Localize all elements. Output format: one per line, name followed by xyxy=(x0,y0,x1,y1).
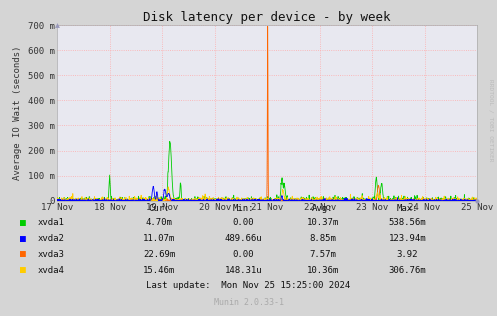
Text: 306.76m: 306.76m xyxy=(389,266,426,275)
Text: 148.31u: 148.31u xyxy=(225,266,262,275)
Text: Munin 2.0.33-1: Munin 2.0.33-1 xyxy=(214,298,283,307)
Y-axis label: Average IO Wait (seconds): Average IO Wait (seconds) xyxy=(13,46,22,180)
Text: 11.07m: 11.07m xyxy=(143,234,175,243)
Text: ■: ■ xyxy=(20,265,26,275)
Text: RRDTOOL / TOBI OETIKER: RRDTOOL / TOBI OETIKER xyxy=(488,79,493,161)
Text: 15.46m: 15.46m xyxy=(143,266,175,275)
Text: ■: ■ xyxy=(20,249,26,259)
Text: ■: ■ xyxy=(20,234,26,244)
Text: ■: ■ xyxy=(20,218,26,228)
Text: 4.70m: 4.70m xyxy=(146,218,172,227)
Text: Max:: Max: xyxy=(397,204,418,213)
Text: 538.56m: 538.56m xyxy=(389,218,426,227)
Text: xvda2: xvda2 xyxy=(37,234,64,243)
Text: 22.69m: 22.69m xyxy=(143,250,175,259)
Text: xvda3: xvda3 xyxy=(37,250,64,259)
Text: xvda4: xvda4 xyxy=(37,266,64,275)
Text: 0.00: 0.00 xyxy=(233,218,254,227)
Text: 3.92: 3.92 xyxy=(397,250,418,259)
Text: 0.00: 0.00 xyxy=(233,250,254,259)
Text: 8.85m: 8.85m xyxy=(310,234,336,243)
Text: 489.66u: 489.66u xyxy=(225,234,262,243)
Text: Min:: Min: xyxy=(233,204,254,213)
Title: Disk latency per device - by week: Disk latency per device - by week xyxy=(144,11,391,24)
Text: 10.37m: 10.37m xyxy=(307,218,339,227)
Text: xvda1: xvda1 xyxy=(37,218,64,227)
Text: 123.94m: 123.94m xyxy=(389,234,426,243)
Text: 7.57m: 7.57m xyxy=(310,250,336,259)
Text: Avg:: Avg: xyxy=(312,204,334,213)
Text: Cur:: Cur: xyxy=(148,204,170,213)
Text: 10.36m: 10.36m xyxy=(307,266,339,275)
Text: Last update:  Mon Nov 25 15:25:00 2024: Last update: Mon Nov 25 15:25:00 2024 xyxy=(147,282,350,290)
